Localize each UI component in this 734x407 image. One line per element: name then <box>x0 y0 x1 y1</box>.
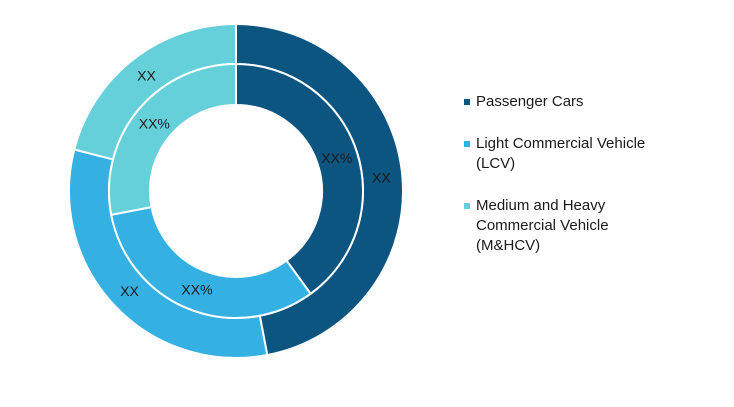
legend-marker-passenger-cars <box>464 99 470 105</box>
inner-ring-label-passenger-cars: XX% <box>321 150 352 166</box>
legend-label-passenger-cars: Passenger Cars <box>476 93 584 110</box>
outer-ring-label-lcv: XX <box>120 283 139 299</box>
legend-marker-mhcv <box>464 203 470 209</box>
inner-ring-slice-mhcv <box>108 62 237 216</box>
legend-label-lcv: Light Commercial Vehicle (LCV) <box>476 135 646 172</box>
legend-item-passenger-cars: Passenger Cars <box>464 92 724 112</box>
inner-ring-label-lcv: XX% <box>181 282 212 298</box>
legend-label-mhcv: Medium and Heavy Commercial Vehicle (M&H… <box>476 197 609 254</box>
legend-item-mhcv: Medium and Heavy Commercial Vehicle (M&H… <box>464 196 724 256</box>
inner-ring-slice-passenger-cars <box>235 62 364 296</box>
inner-ring-label-mhcv: XX% <box>139 115 170 131</box>
chart-legend: Passenger Cars Light Commercial Vehicle … <box>464 92 724 278</box>
outer-ring-label-passenger-cars: XX <box>372 169 391 185</box>
legend-marker-lcv <box>464 141 470 147</box>
legend-item-lcv: Light Commercial Vehicle (LCV) <box>464 134 724 174</box>
outer-ring-label-mhcv: XX <box>137 68 156 84</box>
inner-ring-slice-lcv <box>110 205 313 319</box>
